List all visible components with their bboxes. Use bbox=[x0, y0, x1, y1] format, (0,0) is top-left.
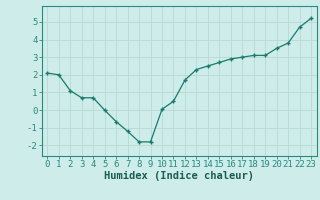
X-axis label: Humidex (Indice chaleur): Humidex (Indice chaleur) bbox=[104, 171, 254, 181]
